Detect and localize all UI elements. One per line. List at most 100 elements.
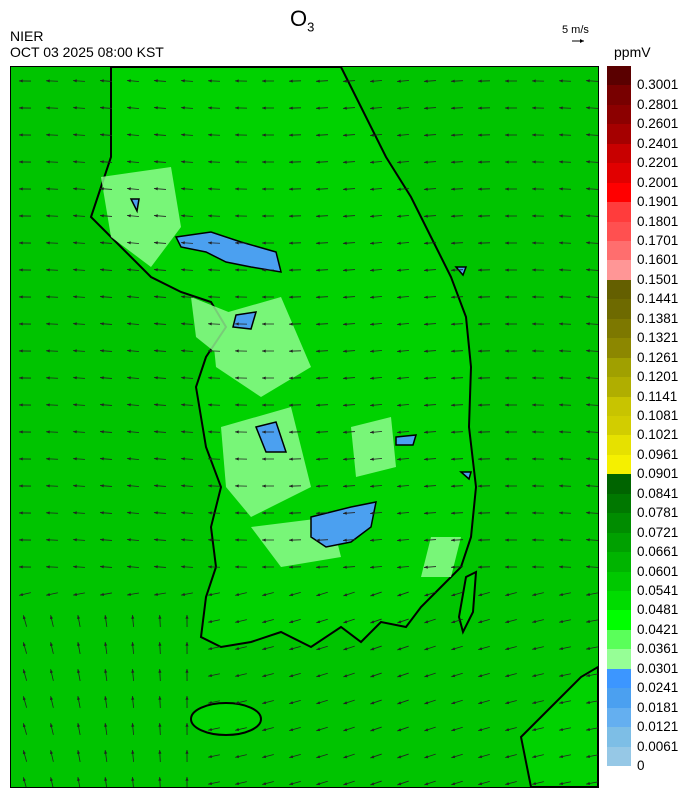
legend-label: 0.1081: [637, 408, 679, 423]
wind-arrow-head: [532, 349, 536, 353]
wind-arrow-head: [343, 620, 348, 624]
wind-arrow-head: [586, 592, 591, 596]
wind-arrow-head: [424, 430, 428, 434]
wind-arrow-head: [343, 728, 348, 732]
legend-color-box: [607, 143, 631, 164]
wind-arrow-head: [158, 777, 162, 781]
wind-arrow-head: [289, 241, 293, 245]
wind-arrow-head: [262, 376, 266, 380]
wind-arrow-head: [19, 295, 23, 299]
wind-arrow-head: [208, 295, 212, 299]
wind-arrow-head: [100, 187, 104, 191]
wind-arrow-head: [289, 782, 294, 786]
wind-arrow-head: [370, 457, 374, 461]
wind-arrow-head: [289, 728, 294, 732]
wind-arrow-head: [316, 187, 320, 191]
wind-arrow-head: [46, 79, 50, 83]
legend-label: 0.1021: [637, 427, 679, 443]
wind-arrow-head: [77, 642, 81, 647]
wind-arrow-head: [397, 457, 401, 461]
legend-label: 0.1601: [637, 252, 679, 268]
wind-arrow-head: [370, 701, 375, 705]
wind-arrow-head: [46, 349, 50, 353]
legend-label: 0.1501: [637, 271, 679, 287]
legend-color-box: [607, 435, 631, 456]
wind-arrow-head: [262, 214, 266, 218]
wind-arrow-head: [397, 647, 402, 651]
wind-arrow-head: [154, 592, 158, 596]
wind-arrow-head: [127, 538, 131, 542]
wind-arrow-head: [100, 160, 104, 164]
wind-arrow-head: [586, 457, 590, 461]
wind-arrow-head: [158, 669, 162, 673]
wind-arrow-head: [208, 646, 213, 650]
wind-arrow-head: [559, 403, 563, 407]
wind-arrow-head: [397, 241, 401, 245]
wind-arrow-head: [478, 755, 483, 759]
wind-arrow-head: [316, 214, 320, 218]
wind-arrow-head: [424, 268, 428, 272]
wind-arrow-head: [424, 701, 429, 705]
wind-arrow-head: [22, 669, 26, 674]
wind-arrow-head: [316, 484, 320, 488]
wind-arrow-head: [505, 430, 509, 434]
wind-arrow-head: [505, 241, 509, 245]
light-ozone-region: [101, 167, 461, 577]
wind-arrow-head: [343, 187, 347, 191]
wind-arrow-head: [370, 322, 374, 326]
wind-arrow-head: [586, 106, 590, 110]
wind-arrow-head: [343, 295, 347, 299]
wind-arrow-head: [154, 241, 158, 245]
wind-arrow-head: [505, 187, 509, 191]
wind-arrow-head: [559, 349, 563, 353]
jeju-island: [190, 702, 262, 736]
wind-arrow-head: [559, 322, 563, 326]
legend-color-box: [607, 493, 631, 514]
tsushima-island: [457, 570, 478, 635]
wind-arrow-head: [505, 457, 509, 461]
wind-arrow-head: [289, 755, 294, 759]
wind-arrow-head: [316, 430, 320, 434]
wind-arrow-head: [127, 133, 131, 137]
wind-arrow-head: [532, 214, 536, 218]
wind-arrow-head: [158, 750, 162, 754]
wind-arrow-head: [262, 620, 267, 624]
wind-arrow-head: [262, 430, 266, 434]
wind-arrow-head: [451, 295, 455, 299]
wind-arrow-head: [262, 457, 266, 461]
wind-arrow-head: [316, 701, 321, 705]
wind-arrow-head: [451, 484, 455, 488]
wind-arrow-head: [154, 214, 158, 218]
legend-color-box: [607, 338, 631, 359]
wind-arrow-head: [397, 187, 401, 191]
wind-arrow-head: [478, 620, 483, 624]
wind-arrow-head: [370, 79, 374, 83]
legend-label: 0.2601: [637, 116, 679, 132]
wind-arrow-head: [343, 403, 347, 407]
wind-arrow-head: [19, 79, 23, 83]
wind-arrow-head: [451, 403, 455, 407]
wind-arrow-head: [181, 565, 185, 569]
wind-arrow-head: [478, 214, 482, 218]
wind-arrow-head: [478, 457, 482, 461]
wind-arrow-head: [127, 403, 131, 407]
wind-arrow-head: [397, 322, 401, 326]
wind-arrow-head: [19, 376, 23, 380]
wind-arrow-head: [451, 349, 455, 353]
legend-label: 0.0301: [637, 660, 679, 676]
wind-arrow-head: [478, 674, 483, 678]
wind-arrow-head: [154, 565, 158, 569]
wind-arrow-head: [316, 538, 320, 542]
wind-arrow-head: [559, 241, 563, 245]
wind-arrow-head: [424, 322, 428, 326]
wind-arrow-head: [235, 647, 240, 651]
wind-arrow-head: [154, 160, 158, 164]
wind-arrow-head: [451, 647, 456, 651]
wind-arrow-head: [532, 403, 536, 407]
wind-arrow-head: [208, 187, 212, 191]
map-title: O3: [290, 6, 314, 34]
wind-arrow-head: [19, 268, 23, 272]
wind-arrow-head: [424, 538, 428, 542]
wind-arrow-head: [73, 241, 77, 245]
wind-arrow-head: [451, 322, 455, 326]
